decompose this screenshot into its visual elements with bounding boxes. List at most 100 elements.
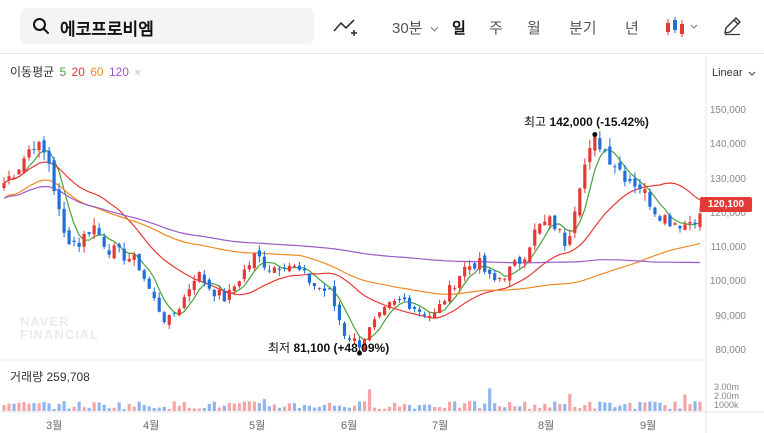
candle-body (628, 179, 632, 182)
candle-body (127, 258, 131, 262)
chart-type-dropdown[interactable] (664, 16, 700, 43)
volume-bar (392, 402, 397, 411)
month-tick: 9월 (640, 420, 657, 432)
candle-body (197, 271, 201, 282)
volume-bar (57, 403, 61, 411)
high-marker (592, 132, 598, 138)
pencil-icon[interactable] (722, 16, 742, 41)
candle-body (237, 281, 241, 287)
candle-body (97, 228, 101, 235)
volume-bar (7, 403, 11, 411)
volume-bar (498, 406, 502, 411)
candle-body (32, 148, 36, 150)
volume-bar (528, 408, 532, 411)
candle-body (513, 260, 517, 266)
candle-body (117, 244, 121, 248)
volume-bar (87, 407, 91, 411)
search-query[interactable]: 에코프로비엠 (60, 20, 154, 39)
candle-body (52, 160, 56, 192)
tab-quarter[interactable]: 분기 (569, 20, 597, 37)
candle-body (42, 140, 46, 153)
candle-body (593, 136, 597, 151)
candle-body (282, 267, 287, 269)
candle-body (82, 233, 86, 247)
volume-bar (668, 408, 672, 411)
tab-year[interactable]: 년 (625, 20, 639, 37)
volume-bar (648, 401, 652, 411)
tab-month[interactable]: 월 (527, 20, 541, 37)
ma-120-value: 120 (108, 65, 129, 79)
candle-body (142, 270, 146, 279)
volume-bar (67, 408, 71, 411)
y-axis-tick: 130,000 (709, 173, 746, 185)
month-tick: 7월 (432, 420, 449, 432)
drawing-tool-icon[interactable] (332, 15, 358, 42)
candle-body (453, 288, 457, 290)
volume-bar (387, 406, 392, 411)
volume-bar (643, 402, 647, 411)
volume-bar (377, 408, 382, 411)
volume-bar (197, 408, 201, 411)
volume-bar (613, 407, 617, 411)
candle-body (87, 232, 91, 235)
volume-bar (533, 404, 537, 411)
candle-body (62, 208, 66, 233)
candle-body (588, 148, 592, 163)
candle-body (137, 254, 141, 271)
interval-dropdown[interactable]: 30분 (392, 17, 439, 38)
y-axis-tick: 150,000 (709, 105, 746, 117)
volume-bar (658, 402, 662, 411)
candle-body (643, 188, 647, 193)
y-axis-tick: 120,000 (709, 207, 746, 219)
volume-bar (698, 401, 702, 411)
y-axis-tick: 110,000 (710, 242, 746, 254)
y-axis-tick: 90,000 (715, 310, 746, 322)
candle-body (382, 306, 387, 315)
tab-day[interactable]: 일 (452, 20, 466, 37)
month-tick: 3월 (46, 420, 63, 432)
volume-bar (678, 408, 682, 411)
volume-bar (147, 406, 151, 411)
candle-body (267, 270, 271, 272)
candle-body (673, 223, 677, 225)
volume-bar (37, 403, 41, 411)
candle-body (167, 315, 171, 325)
volume-bar (42, 402, 46, 411)
ma-20-value: 20 (71, 65, 85, 79)
candle-body (518, 257, 522, 264)
candle-body (362, 339, 367, 351)
volume-bar (548, 407, 552, 411)
close-icon[interactable]: × (134, 67, 141, 79)
toolbar-divider (0, 53, 764, 54)
volume-bar (583, 405, 587, 411)
candle-body (678, 225, 682, 229)
scale-mode-button[interactable]: Linear (712, 67, 756, 79)
volume-bar (653, 401, 657, 411)
volume-bar (593, 408, 597, 411)
volume-bar (222, 405, 226, 411)
candle-body (2, 183, 6, 189)
ma-60-value: 60 (90, 65, 104, 79)
volume-bar (22, 402, 26, 411)
volume-bar (312, 407, 317, 411)
volume-bar (292, 403, 297, 411)
volume-bar (367, 389, 372, 411)
volume-bar (483, 403, 487, 411)
volume-bar (227, 402, 231, 411)
volume-bar (402, 404, 407, 411)
volume-bar (27, 403, 31, 411)
volume-bar (302, 404, 307, 411)
volume-label: 거래량 (10, 370, 44, 384)
candle-body (478, 258, 482, 270)
volume-bar (603, 402, 607, 411)
moving-average-legend[interactable]: 이동평균 5 20 60 120 × (10, 63, 143, 80)
ma-line-ma20 (3, 161, 701, 319)
candle-body (417, 309, 422, 312)
candle-body (463, 266, 467, 277)
tab-week[interactable]: 주 (489, 20, 503, 37)
search-icon[interactable] (32, 17, 50, 35)
stock-search-box[interactable]: 에코프로비엠 (20, 8, 314, 44)
volume-bar (162, 406, 166, 411)
candle-body (327, 288, 332, 290)
